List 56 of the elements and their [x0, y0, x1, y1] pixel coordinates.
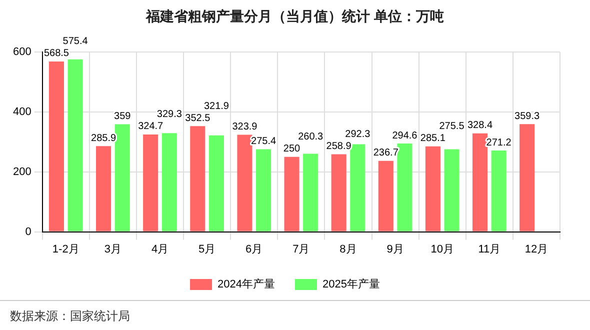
bar — [237, 134, 252, 232]
bar — [331, 154, 346, 232]
bar — [208, 135, 224, 232]
data-label: 352.5 — [185, 112, 211, 124]
bar — [114, 124, 130, 232]
data-label: 321.9 — [204, 100, 230, 112]
data-label: 285.1 — [420, 133, 446, 144]
data-label: 359 — [114, 110, 132, 122]
bar — [397, 144, 412, 232]
bar — [303, 154, 318, 232]
legend-label: 2024年产量 — [218, 278, 276, 291]
x-tick-label: 3月 — [104, 243, 122, 256]
x-tick-label: 4月 — [151, 243, 169, 256]
data-label: 328.4 — [467, 120, 493, 132]
data-label: 359.3 — [514, 110, 540, 122]
y-tick-label: 600 — [12, 46, 32, 58]
x-tick-label: 6月 — [246, 243, 263, 256]
x-tick-label: 7月 — [292, 243, 310, 256]
bar — [425, 146, 440, 232]
bar — [162, 133, 177, 232]
chart-title: 福建省粗钢产量分月（当月值）统计 单位：万吨 — [144, 8, 445, 26]
x-tick-label: 10月 — [430, 243, 454, 256]
bar — [190, 126, 206, 232]
bar — [378, 160, 394, 232]
data-label: 568.5 — [44, 48, 70, 60]
y-tick-label: 400 — [12, 106, 32, 118]
data-label: 260.3 — [298, 132, 324, 143]
bar — [444, 149, 460, 232]
bar — [96, 146, 112, 232]
x-tick-label: 9月 — [386, 243, 404, 256]
y-tick-label: 200 — [12, 166, 32, 178]
data-label: 275.5 — [439, 121, 465, 132]
source-note: 数据来源：国家统计局 — [10, 308, 130, 325]
bar — [143, 134, 158, 232]
data-label: 324.7 — [138, 121, 164, 132]
bar — [520, 124, 535, 232]
data-label: 250 — [283, 144, 301, 155]
bar — [68, 59, 83, 232]
x-tick-label: 5月 — [198, 243, 216, 256]
y-tick-label: 0 — [25, 226, 32, 238]
bar — [256, 149, 272, 232]
x-tick-label: 12月 — [524, 243, 548, 256]
data-label: 294.6 — [392, 130, 418, 142]
x-tick-label: 1-2月 — [52, 243, 80, 256]
bar — [491, 150, 506, 232]
data-label: 575.4 — [62, 36, 88, 48]
data-label: 329.3 — [156, 109, 182, 120]
data-label: 292.3 — [345, 128, 371, 140]
x-tick-label: 8月 — [340, 243, 357, 256]
legend-label: 2025年产量 — [322, 278, 380, 291]
bar — [48, 61, 64, 232]
bar — [472, 133, 488, 232]
bar — [284, 156, 300, 232]
data-label: 323.9 — [232, 121, 258, 132]
bar — [350, 144, 366, 232]
x-tick-label: 11月 — [478, 243, 501, 256]
